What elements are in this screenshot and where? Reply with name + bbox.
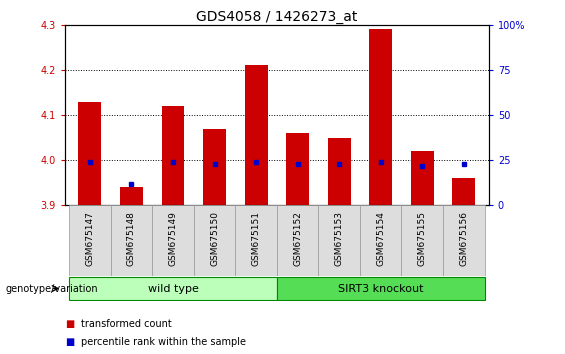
Text: GSM675155: GSM675155 <box>418 211 427 266</box>
Bar <box>120 187 143 205</box>
Text: GSM675154: GSM675154 <box>376 211 385 266</box>
Bar <box>277 278 485 299</box>
Bar <box>286 133 309 205</box>
Bar <box>194 205 235 276</box>
Title: GDS4058 / 1426273_at: GDS4058 / 1426273_at <box>196 10 358 24</box>
Text: GSM675151: GSM675151 <box>251 211 260 266</box>
Bar <box>402 205 443 276</box>
Text: GSM675147: GSM675147 <box>85 211 94 266</box>
Text: ■: ■ <box>65 337 74 347</box>
Bar <box>162 106 184 205</box>
Bar <box>319 205 360 276</box>
Text: ■: ■ <box>65 319 74 329</box>
Text: percentile rank within the sample: percentile rank within the sample <box>81 337 246 347</box>
Bar <box>203 129 226 205</box>
Bar <box>360 205 402 276</box>
Bar <box>69 205 111 276</box>
Bar <box>245 65 267 205</box>
Bar <box>453 178 475 205</box>
Text: GSM675148: GSM675148 <box>127 211 136 266</box>
Bar <box>69 278 277 299</box>
Text: GSM675156: GSM675156 <box>459 211 468 266</box>
Bar <box>235 205 277 276</box>
Text: GSM675153: GSM675153 <box>334 211 344 266</box>
Text: transformed count: transformed count <box>81 319 172 329</box>
Bar <box>277 205 319 276</box>
Text: genotype/variation: genotype/variation <box>6 284 98 293</box>
Bar <box>152 205 194 276</box>
Text: wild type: wild type <box>147 284 198 293</box>
Bar <box>370 29 392 205</box>
Bar <box>328 138 351 205</box>
Text: GSM675150: GSM675150 <box>210 211 219 266</box>
Bar <box>111 205 152 276</box>
Bar <box>79 102 101 205</box>
Text: GSM675149: GSM675149 <box>168 211 177 266</box>
Text: SIRT3 knockout: SIRT3 knockout <box>338 284 423 293</box>
Bar <box>411 151 434 205</box>
Bar <box>443 205 485 276</box>
Text: GSM675152: GSM675152 <box>293 211 302 266</box>
